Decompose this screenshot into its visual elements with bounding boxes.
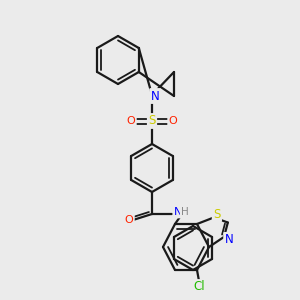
Text: O: O [169,116,177,126]
Text: N: N [174,207,182,217]
Text: S: S [148,115,156,128]
Text: S: S [213,208,220,221]
Text: N: N [151,89,159,103]
Text: N: N [225,233,233,246]
Text: Cl: Cl [193,280,205,293]
Text: O: O [127,116,135,126]
Text: O: O [124,215,134,225]
Text: H: H [181,207,189,217]
